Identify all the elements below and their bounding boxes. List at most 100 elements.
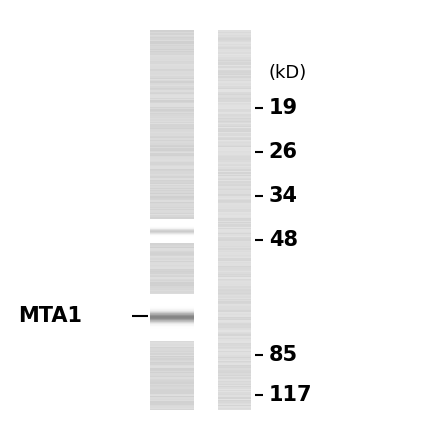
Bar [218, 101, 251, 103]
Bar [150, 295, 194, 296]
Bar [218, 330, 251, 332]
Bar [150, 366, 194, 367]
Bar [150, 196, 194, 198]
Bar [218, 121, 251, 123]
Bar [218, 45, 251, 46]
Bar [150, 240, 194, 241]
Bar [150, 240, 194, 242]
Bar [150, 306, 194, 308]
Bar [150, 319, 194, 320]
Bar [218, 176, 251, 178]
Bar [150, 286, 194, 288]
Bar [218, 309, 251, 310]
Bar [150, 234, 194, 235]
Bar [150, 135, 194, 137]
Bar [150, 305, 194, 306]
Bar [218, 119, 251, 121]
Bar [218, 263, 251, 265]
Bar [150, 293, 194, 295]
Bar [150, 408, 194, 410]
Bar [150, 387, 194, 389]
Bar [218, 244, 251, 246]
Bar [150, 57, 194, 59]
Bar [218, 114, 251, 116]
Bar [150, 224, 194, 225]
Bar [218, 34, 251, 36]
Bar [150, 302, 194, 303]
Bar [150, 328, 194, 329]
Bar [150, 99, 194, 101]
Bar [150, 313, 194, 314]
Bar [218, 257, 251, 258]
Bar [150, 100, 194, 102]
Bar [150, 235, 194, 236]
Bar [218, 166, 251, 168]
Bar [150, 241, 194, 242]
Bar [218, 139, 251, 141]
Bar [150, 202, 194, 204]
Bar [218, 355, 251, 357]
Bar [218, 130, 251, 132]
Bar [218, 333, 251, 334]
Bar [218, 104, 251, 105]
Bar [218, 83, 251, 85]
Bar [150, 45, 194, 47]
Bar [150, 386, 194, 387]
Bar [218, 358, 251, 359]
Bar [150, 296, 194, 298]
Bar [150, 221, 194, 222]
Bar [150, 310, 194, 311]
Bar [150, 319, 194, 320]
Bar [218, 106, 251, 108]
Bar [218, 398, 251, 400]
Bar [218, 48, 251, 50]
Bar [218, 100, 251, 102]
Bar [218, 191, 251, 193]
Bar [218, 230, 251, 232]
Bar [150, 383, 194, 385]
Bar [218, 389, 251, 391]
Bar [218, 148, 251, 149]
Bar [218, 125, 251, 127]
Bar [150, 171, 194, 172]
Bar [218, 169, 251, 171]
Bar [150, 233, 194, 234]
Bar [218, 400, 251, 401]
Bar [218, 319, 251, 320]
Bar [218, 318, 251, 319]
Bar [150, 223, 194, 224]
Bar [150, 235, 194, 236]
Bar [150, 33, 194, 35]
Bar [218, 124, 251, 126]
Bar [218, 152, 251, 153]
Bar [218, 128, 251, 130]
Bar [218, 188, 251, 190]
Bar [150, 287, 194, 289]
Bar [218, 290, 251, 292]
Bar [150, 255, 194, 257]
Bar [150, 242, 194, 243]
Bar [150, 137, 194, 138]
Bar [218, 146, 251, 147]
Bar [218, 205, 251, 206]
Bar [150, 38, 194, 40]
Bar [150, 41, 194, 42]
Bar [150, 73, 194, 75]
Bar [150, 194, 194, 195]
Bar [218, 70, 251, 71]
Bar [150, 124, 194, 126]
Bar [150, 105, 194, 107]
Bar [150, 325, 194, 327]
Bar [150, 140, 194, 142]
Bar [150, 115, 194, 117]
Bar [218, 386, 251, 387]
Bar [218, 401, 251, 403]
Bar [150, 80, 194, 82]
Bar [218, 233, 251, 235]
Text: MTA1: MTA1 [18, 306, 82, 326]
Bar [150, 101, 194, 103]
Bar [150, 161, 194, 162]
Bar [150, 214, 194, 216]
Bar [150, 222, 194, 223]
Bar [150, 250, 194, 252]
